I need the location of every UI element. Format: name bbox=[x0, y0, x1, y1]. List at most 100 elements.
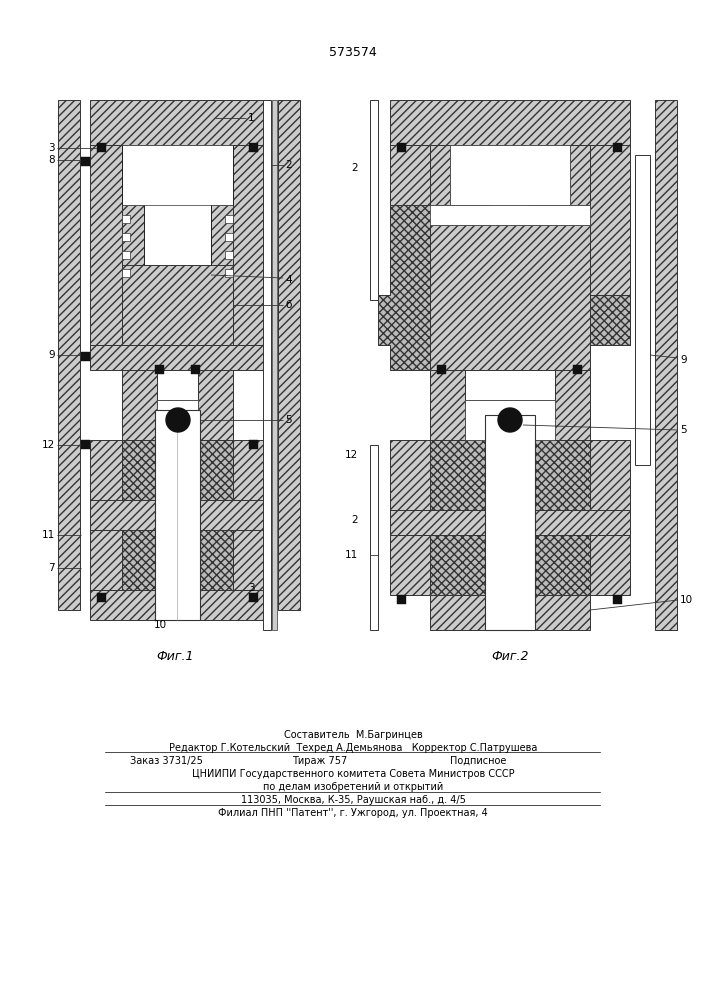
Text: Заказ 3731/25: Заказ 3731/25 bbox=[130, 756, 203, 766]
Bar bbox=[122, 251, 130, 259]
Bar bbox=[635, 155, 650, 465]
Text: 11: 11 bbox=[42, 530, 55, 540]
Bar bbox=[122, 215, 130, 223]
Bar bbox=[430, 535, 485, 595]
Bar bbox=[535, 440, 590, 510]
Bar bbox=[370, 445, 378, 630]
Text: 10: 10 bbox=[153, 620, 167, 630]
Bar bbox=[450, 145, 570, 205]
Bar bbox=[655, 100, 677, 630]
Bar bbox=[555, 370, 590, 440]
Bar bbox=[122, 530, 162, 590]
Circle shape bbox=[498, 408, 522, 432]
Bar bbox=[613, 143, 622, 152]
Bar bbox=[390, 440, 430, 510]
Bar bbox=[90, 530, 122, 590]
Text: Фиг.2: Фиг.2 bbox=[491, 650, 529, 663]
Bar bbox=[90, 100, 265, 145]
Bar bbox=[90, 500, 265, 530]
Bar bbox=[81, 440, 90, 449]
Bar bbox=[397, 143, 406, 152]
Bar bbox=[157, 400, 198, 440]
Bar bbox=[233, 530, 265, 590]
Text: 4: 4 bbox=[285, 275, 291, 285]
Bar bbox=[390, 100, 630, 145]
Text: Подписное: Подписное bbox=[450, 756, 506, 766]
Bar bbox=[370, 100, 378, 300]
Bar bbox=[122, 440, 233, 500]
Circle shape bbox=[166, 408, 190, 432]
Bar bbox=[90, 590, 265, 620]
Bar bbox=[590, 440, 630, 510]
Bar bbox=[191, 365, 200, 374]
Bar bbox=[81, 157, 90, 166]
Bar bbox=[613, 595, 622, 604]
Text: 2: 2 bbox=[351, 163, 358, 173]
Bar bbox=[485, 415, 535, 630]
Text: 12: 12 bbox=[42, 440, 55, 450]
Bar bbox=[397, 595, 406, 604]
Text: 1: 1 bbox=[248, 113, 255, 123]
Text: 8: 8 bbox=[48, 155, 55, 165]
Text: 3: 3 bbox=[48, 143, 55, 153]
Bar bbox=[90, 145, 122, 345]
Text: 7: 7 bbox=[48, 563, 55, 573]
Bar bbox=[211, 205, 233, 305]
Bar bbox=[122, 269, 130, 277]
Bar bbox=[233, 145, 265, 345]
Text: 9: 9 bbox=[48, 350, 55, 360]
Bar bbox=[590, 145, 630, 295]
Bar bbox=[90, 345, 265, 370]
Bar bbox=[122, 233, 130, 241]
Bar bbox=[225, 269, 233, 277]
Bar bbox=[198, 370, 233, 440]
Text: Филиал ПНП ''Патент'', г. Ужгород, ул. Проектная, 4: Филиал ПНП ''Патент'', г. Ужгород, ул. П… bbox=[218, 808, 488, 818]
Bar bbox=[225, 215, 233, 223]
Text: 573574: 573574 bbox=[329, 45, 377, 58]
Text: 12: 12 bbox=[345, 450, 358, 460]
Bar bbox=[535, 535, 590, 595]
Bar bbox=[193, 530, 233, 590]
Text: 5: 5 bbox=[680, 425, 686, 435]
Bar bbox=[249, 143, 258, 152]
Bar bbox=[122, 370, 157, 440]
Text: 3: 3 bbox=[248, 583, 255, 593]
Bar bbox=[390, 535, 430, 595]
Bar bbox=[157, 370, 198, 400]
Text: Редактор Г.Котельский  Техред А.Демьянова   Корректор С.Патрушева: Редактор Г.Котельский Техред А.Демьянова… bbox=[169, 743, 537, 753]
Bar bbox=[233, 440, 265, 520]
Bar bbox=[122, 205, 144, 305]
Bar bbox=[485, 440, 535, 510]
Bar bbox=[390, 145, 430, 295]
Text: 10: 10 bbox=[680, 595, 693, 605]
Text: 2: 2 bbox=[285, 160, 291, 170]
Text: Фиг.1: Фиг.1 bbox=[156, 650, 194, 663]
Text: по делам изобретений и открытий: по делам изобретений и открытий bbox=[263, 782, 443, 792]
Bar bbox=[573, 365, 582, 374]
Text: Тираж 757: Тираж 757 bbox=[293, 756, 348, 766]
Polygon shape bbox=[378, 205, 630, 440]
Bar bbox=[430, 440, 485, 510]
Bar bbox=[90, 440, 122, 520]
Bar bbox=[390, 510, 630, 535]
Text: Составитель  М.Багринцев: Составитель М.Багринцев bbox=[284, 730, 422, 740]
Bar bbox=[249, 440, 258, 449]
Text: 5: 5 bbox=[285, 415, 291, 425]
Text: 9: 9 bbox=[680, 355, 686, 365]
Bar bbox=[590, 535, 630, 595]
Bar bbox=[272, 100, 277, 630]
Bar bbox=[430, 595, 590, 630]
Bar bbox=[570, 145, 590, 205]
Bar bbox=[122, 265, 233, 345]
Bar bbox=[465, 370, 555, 400]
Bar bbox=[437, 365, 446, 374]
Bar bbox=[249, 593, 258, 602]
Bar bbox=[430, 370, 465, 440]
Bar bbox=[430, 145, 450, 205]
Bar bbox=[144, 205, 211, 345]
Bar bbox=[278, 100, 300, 610]
Text: 2: 2 bbox=[351, 515, 358, 525]
Bar bbox=[81, 352, 90, 361]
Bar bbox=[122, 145, 233, 205]
Bar bbox=[430, 225, 590, 370]
